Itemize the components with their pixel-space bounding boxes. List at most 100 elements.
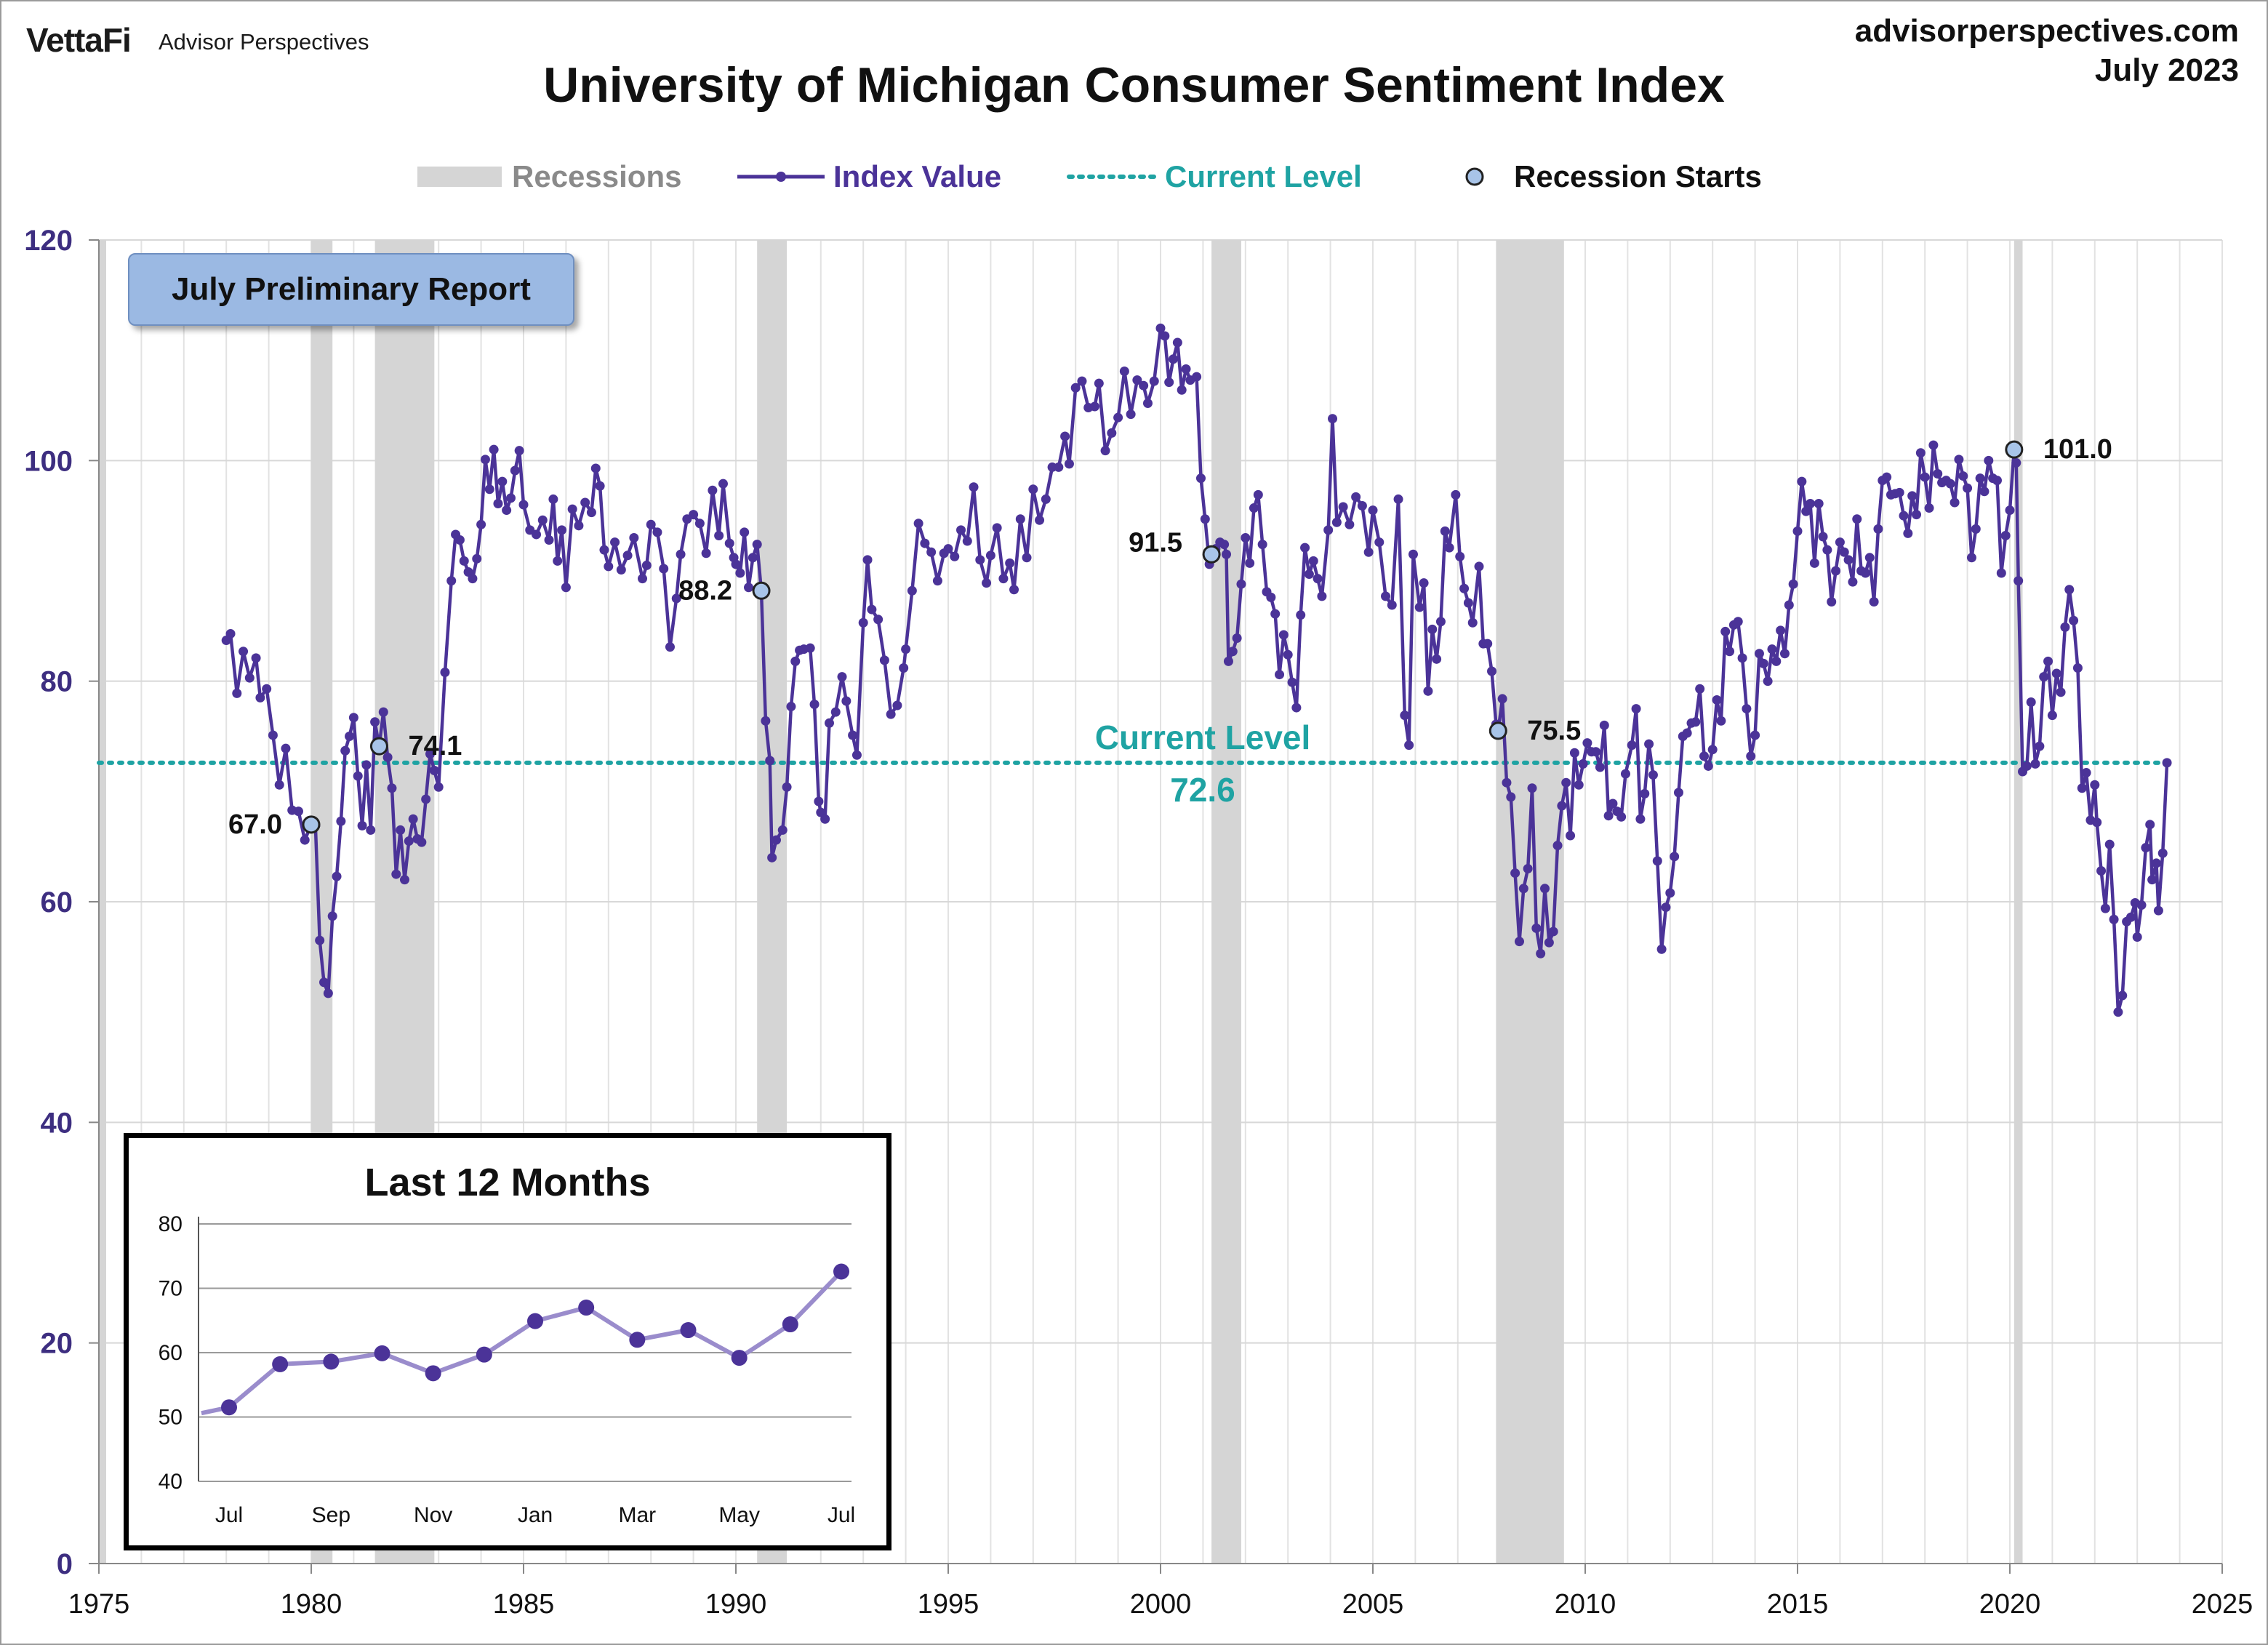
- index-value-point: [1338, 502, 1348, 512]
- index-value-point: [1620, 769, 1630, 779]
- index-value-point: [1703, 761, 1713, 771]
- inset-point: [476, 1346, 492, 1363]
- index-value-point: [1767, 644, 1777, 655]
- index-value-point: [396, 825, 406, 835]
- inset-chart: 40 50 60 70 80 Jul Sep Nov Jan Mar May Jul: [159, 1212, 856, 1527]
- index-value-point: [1536, 948, 1546, 958]
- index-value-point: [1561, 777, 1571, 788]
- x-tick-label: 1980: [281, 1589, 342, 1620]
- index-value-point: [659, 564, 669, 574]
- x-tick-label: 1975: [68, 1589, 130, 1620]
- index-value-point: [1139, 380, 1149, 391]
- index-value-point: [2051, 668, 2061, 679]
- index-value-point: [293, 807, 303, 817]
- inset-y-tick-label: 50: [159, 1406, 183, 1430]
- index-value-point: [1864, 553, 1875, 563]
- index-value-point: [225, 628, 236, 639]
- index-value-point: [985, 551, 995, 561]
- index-value-point: [484, 484, 494, 495]
- index-value-point: [1435, 617, 1446, 627]
- index-value-point: [1531, 923, 1542, 933]
- current-level-value: 72.6: [1170, 771, 1235, 809]
- index-value-point: [689, 510, 699, 520]
- recession-start-marker: [302, 815, 321, 834]
- index-value-point: [1160, 331, 1170, 341]
- index-value-point: [2043, 656, 2053, 666]
- index-value-point: [1733, 617, 1743, 627]
- index-value-point: [2136, 900, 2147, 910]
- index-value-point: [805, 643, 815, 653]
- index-value-point: [1278, 630, 1289, 640]
- index-value-point: [2104, 839, 2115, 849]
- index-value-point: [777, 825, 788, 835]
- inset-point: [731, 1350, 748, 1366]
- index-value-point: [1483, 639, 1493, 649]
- inset-point: [629, 1332, 646, 1348]
- index-value-point: [765, 756, 775, 766]
- index-value-point: [1801, 506, 1811, 516]
- recession-band: [1211, 240, 1241, 1564]
- index-value-point: [744, 583, 754, 593]
- index-value-point: [1015, 514, 1025, 524]
- inset-point: [578, 1300, 595, 1316]
- index-value-point: [1737, 653, 1747, 663]
- index-value-point: [1357, 501, 1367, 511]
- index-value-point: [232, 688, 242, 698]
- index-value-point: [665, 642, 675, 652]
- legend-current-label: Current Level: [1165, 159, 1362, 193]
- index-value-point: [740, 527, 750, 537]
- index-value-point: [1552, 841, 1563, 851]
- index-value-point: [315, 935, 325, 945]
- index-value-point: [2069, 615, 2079, 625]
- index-value-point: [1192, 372, 1202, 382]
- index-value-point: [1907, 491, 1918, 501]
- index-value-point: [1419, 578, 1429, 588]
- index-value-point: [1608, 799, 1618, 809]
- index-value-point: [1510, 868, 1520, 878]
- index-value-point: [489, 444, 499, 455]
- index-value-point: [913, 519, 923, 529]
- index-value-point: [2011, 457, 2021, 468]
- index-value-point: [1100, 446, 1110, 456]
- inset-x-tick-label: May: [718, 1503, 760, 1527]
- index-value-point: [480, 455, 490, 465]
- index-value-point: [1725, 647, 1735, 657]
- index-value-point: [1750, 730, 1760, 740]
- index-value-point: [2132, 932, 2142, 942]
- index-value-point: [824, 718, 834, 728]
- index-value-point: [2092, 817, 2102, 828]
- inset-point: [782, 1316, 798, 1333]
- brand-name: Advisor Perspectives: [159, 29, 369, 55]
- index-value-point: [251, 653, 261, 663]
- index-value-point: [1451, 489, 1461, 500]
- index-value-point: [851, 750, 862, 760]
- index-value-point: [1381, 591, 1391, 601]
- index-value-point: [1869, 596, 1879, 607]
- index-value-point: [1754, 649, 1764, 659]
- index-value-point: [1245, 558, 1255, 568]
- index-value-point: [1814, 498, 1824, 508]
- index-value-point: [2090, 780, 2100, 790]
- index-value-point: [1107, 428, 1117, 438]
- index-value-point: [848, 730, 858, 740]
- index-value-point: [244, 673, 255, 683]
- recession-band: [1496, 240, 1564, 1564]
- index-value-point: [2147, 875, 2157, 885]
- index-value-point: [459, 556, 469, 566]
- x-tick-label: 1990: [705, 1589, 767, 1620]
- index-value-point: [1028, 484, 1038, 495]
- index-value-point: [1915, 448, 1926, 458]
- index-value-point: [907, 585, 917, 596]
- index-value-point: [652, 527, 662, 537]
- index-value-line: [225, 327, 2169, 1014]
- index-value-point: [1363, 547, 1374, 557]
- inset-point: [833, 1263, 849, 1280]
- index-value-point: [814, 796, 824, 807]
- index-value-point: [1848, 577, 1858, 587]
- index-value-point: [1924, 503, 1934, 513]
- recession-start-label: 75.5: [1527, 716, 1581, 746]
- index-value-point: [714, 530, 724, 540]
- index-value-point: [557, 525, 567, 535]
- index-value-point: [761, 716, 771, 726]
- index-value-point: [1219, 540, 1230, 550]
